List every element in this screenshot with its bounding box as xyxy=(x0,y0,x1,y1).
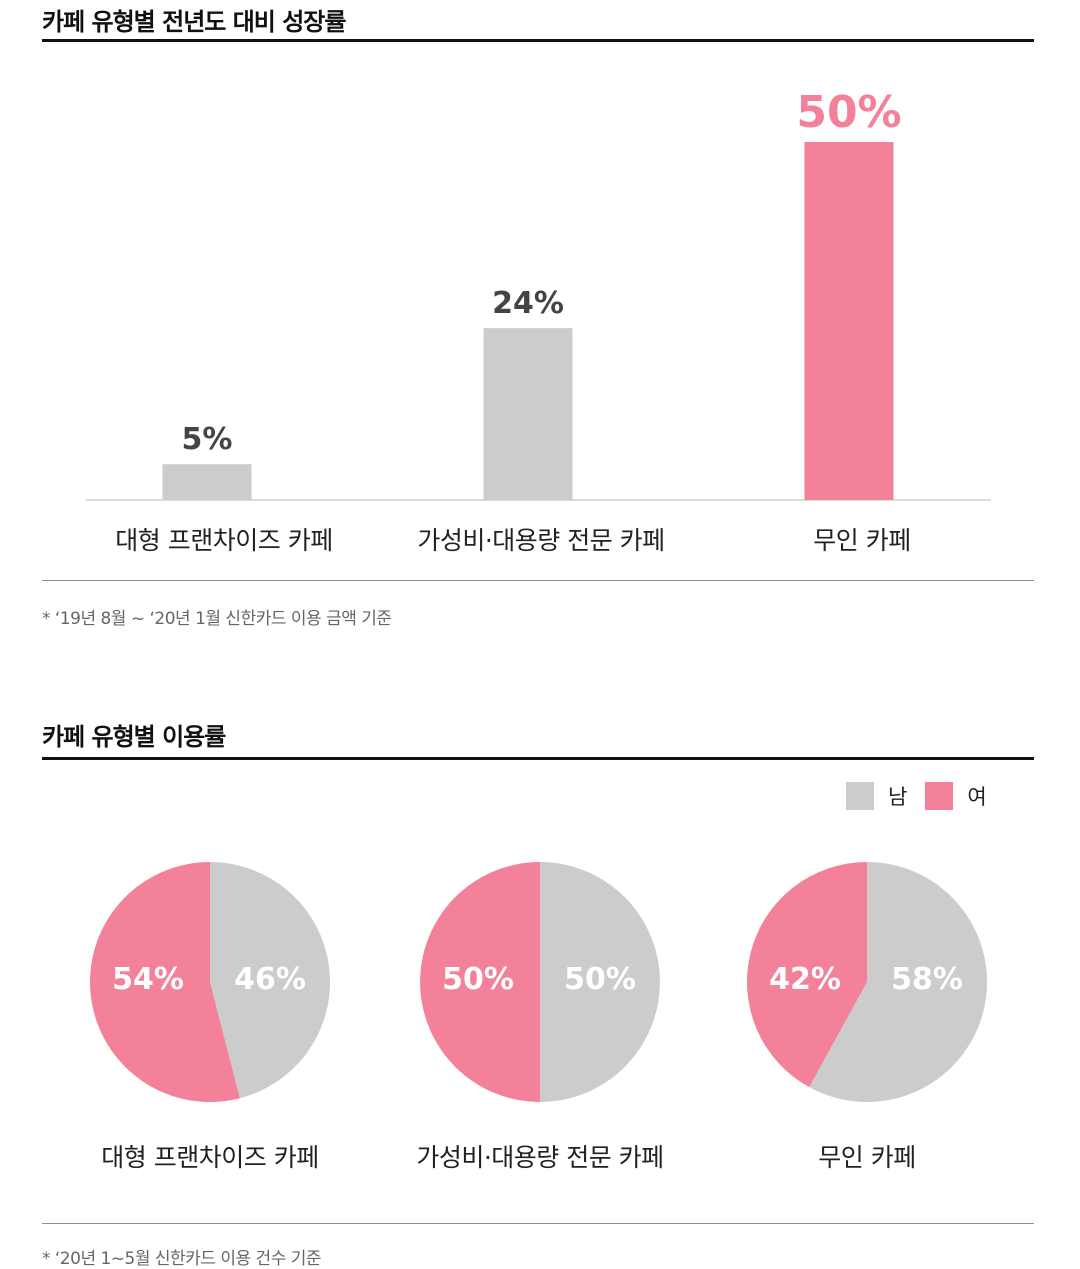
pie-value-male: 50% xyxy=(564,962,636,997)
bar-category-label: 무인 카페 xyxy=(813,526,910,555)
pie-slice-male xyxy=(540,862,660,1102)
pie-value-male: 58% xyxy=(891,962,963,997)
pie-category-label: 가성비·대용량 전문 카페 xyxy=(416,1143,663,1172)
bar xyxy=(483,328,573,500)
bar-chart: 5% 대형 프랜차이즈 카페 24% 가성비·대용량 전문 카페 50% 무인 카페 xyxy=(86,87,991,555)
bar-chart-title: 카페 유형별 전년도 대비 성장률 xyxy=(42,8,346,36)
pie-slice-female xyxy=(90,862,240,1102)
legend-swatch-female xyxy=(925,782,954,810)
bar-value-label: 24% xyxy=(492,286,564,321)
pie-category-label: 대형 프랜차이즈 카페 xyxy=(101,1143,318,1172)
bar xyxy=(804,142,894,500)
pie-legend: 남 여 xyxy=(846,781,1005,811)
bar-category-label: 대형 프랜차이즈 카페 xyxy=(115,526,332,555)
legend-swatch-male xyxy=(846,782,874,810)
pie-slice-male xyxy=(809,862,988,1102)
section-divider xyxy=(42,580,1034,581)
pie-value-female: 42% xyxy=(769,962,841,997)
bar-value-label: 5% xyxy=(182,422,233,457)
pie-value-male: 46% xyxy=(234,962,306,997)
pie-value-female: 50% xyxy=(442,962,514,997)
legend-item-female: 여 xyxy=(925,781,987,811)
pie-category-label: 무인 카페 xyxy=(818,1143,915,1172)
pie-slice-female xyxy=(746,862,867,1088)
legend-label-male: 남 xyxy=(888,785,908,809)
title-underline xyxy=(42,757,1034,760)
title-underline xyxy=(42,39,1034,42)
bar xyxy=(162,464,252,500)
legend-label-female: 여 xyxy=(967,785,987,809)
section-divider xyxy=(42,1223,1034,1224)
pie-value-female: 54% xyxy=(112,962,184,997)
pie-slice-male xyxy=(210,862,331,1099)
legend-item-male: 남 xyxy=(846,781,907,811)
bar-value-label: 50% xyxy=(796,87,901,138)
pie-slice-female xyxy=(420,862,540,1102)
bar-category-label: 가성비·대용량 전문 카페 xyxy=(417,526,664,555)
bar-chart-footnote: * ‘19년 8월 ~ ‘20년 1월 신한카드 이용 금액 기준 xyxy=(42,609,392,629)
pie-chart-title: 카페 유형별 이용률 xyxy=(42,723,226,751)
pie-chart-footnote: * ‘20년 1~5월 신한카드 이용 건수 기준 xyxy=(42,1249,322,1269)
